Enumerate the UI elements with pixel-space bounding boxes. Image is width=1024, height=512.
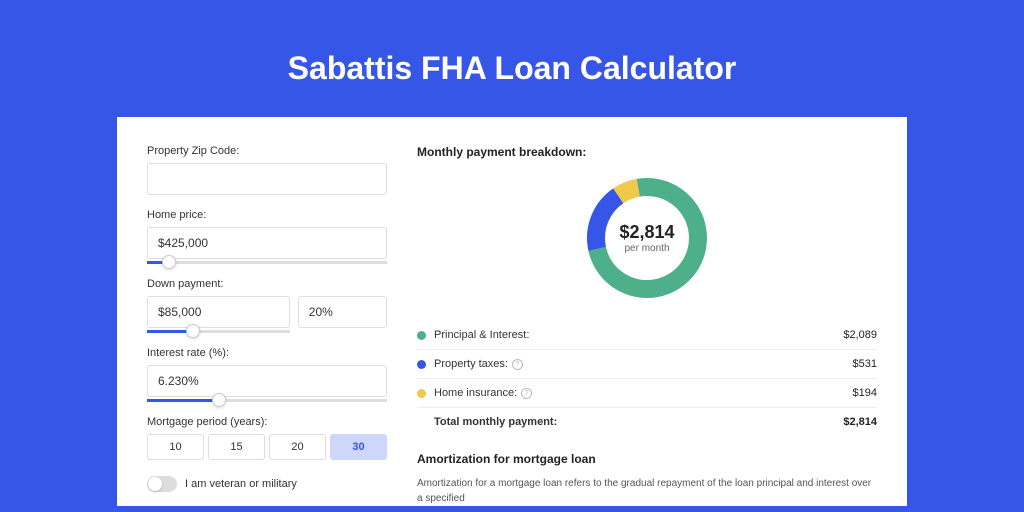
interest-rate-input[interactable] — [147, 365, 387, 397]
mortgage-period-options: 10 15 20 30 — [147, 434, 387, 460]
legend-label: Principal & Interest: — [434, 329, 843, 341]
mortgage-period-field-group: Mortgage period (years): 10 15 20 30 — [147, 416, 387, 460]
interest-rate-slider[interactable] — [147, 399, 387, 402]
zip-input[interactable] — [147, 163, 387, 195]
donut-sub: per month — [624, 243, 669, 254]
total-value: $2,814 — [843, 416, 877, 428]
legend-value: $194 — [853, 387, 877, 399]
total-label: Total monthly payment: — [434, 416, 843, 428]
home-price-input[interactable] — [147, 227, 387, 259]
veteran-label: I am veteran or military — [185, 478, 297, 490]
legend-value: $531 — [853, 358, 877, 370]
period-option-30[interactable]: 30 — [330, 434, 387, 460]
down-payment-pct-input[interactable] — [298, 296, 387, 328]
period-option-10[interactable]: 10 — [147, 434, 204, 460]
home-price-slider[interactable] — [147, 261, 387, 264]
donut-wrap: $2,814 per month — [417, 173, 877, 303]
calculator-card: Property Zip Code: Home price: Down paym… — [117, 117, 907, 506]
veteran-toggle-row: I am veteran or military — [147, 476, 387, 492]
breakdown-title: Monthly payment breakdown: — [417, 145, 877, 159]
legend-row: Principal & Interest:$2,089 — [417, 321, 877, 350]
legend-dot — [417, 331, 426, 340]
down-payment-amount-input[interactable] — [147, 296, 290, 328]
legend-dot — [417, 360, 426, 369]
veteran-toggle[interactable] — [147, 476, 177, 492]
input-column: Property Zip Code: Home price: Down paym… — [147, 145, 387, 506]
legend-row: Property taxes:?$531 — [417, 350, 877, 379]
legend-label: Property taxes:? — [434, 358, 853, 370]
interest-rate-field-group: Interest rate (%): — [147, 347, 387, 402]
home-price-label: Home price: — [147, 209, 387, 221]
breakdown-column: Monthly payment breakdown: $2,814 per mo… — [417, 145, 877, 506]
info-icon[interactable]: ? — [512, 359, 523, 370]
legend-dot — [417, 389, 426, 398]
period-option-15[interactable]: 15 — [208, 434, 265, 460]
legend-value: $2,089 — [843, 329, 877, 341]
donut-amount: $2,814 — [619, 222, 674, 243]
down-payment-field-group: Down payment: — [147, 278, 387, 333]
home-price-field-group: Home price: — [147, 209, 387, 264]
veteran-toggle-knob — [148, 477, 162, 491]
donut-center: $2,814 per month — [582, 173, 712, 303]
interest-rate-slider-fill — [147, 399, 219, 402]
info-icon[interactable]: ? — [521, 388, 532, 399]
amortization-section: Amortization for mortgage loan Amortizat… — [417, 452, 877, 506]
amortization-title: Amortization for mortgage loan — [417, 452, 877, 466]
donut-chart: $2,814 per month — [582, 173, 712, 303]
legend-label: Home insurance:? — [434, 387, 853, 399]
down-payment-slider[interactable] — [147, 330, 290, 333]
interest-rate-slider-thumb[interactable] — [212, 393, 226, 407]
legend-row: Home insurance:?$194 — [417, 379, 877, 408]
total-row: Total monthly payment: $2,814 — [417, 408, 877, 436]
page-title: Sabattis FHA Loan Calculator — [0, 0, 1024, 117]
period-option-20[interactable]: 20 — [269, 434, 326, 460]
down-payment-slider-thumb[interactable] — [186, 324, 200, 338]
interest-rate-label: Interest rate (%): — [147, 347, 387, 359]
zip-label: Property Zip Code: — [147, 145, 387, 157]
mortgage-period-label: Mortgage period (years): — [147, 416, 387, 428]
home-price-slider-thumb[interactable] — [162, 255, 176, 269]
zip-field-group: Property Zip Code: — [147, 145, 387, 195]
amortization-text: Amortization for a mortgage loan refers … — [417, 476, 877, 506]
down-payment-label: Down payment: — [147, 278, 387, 290]
